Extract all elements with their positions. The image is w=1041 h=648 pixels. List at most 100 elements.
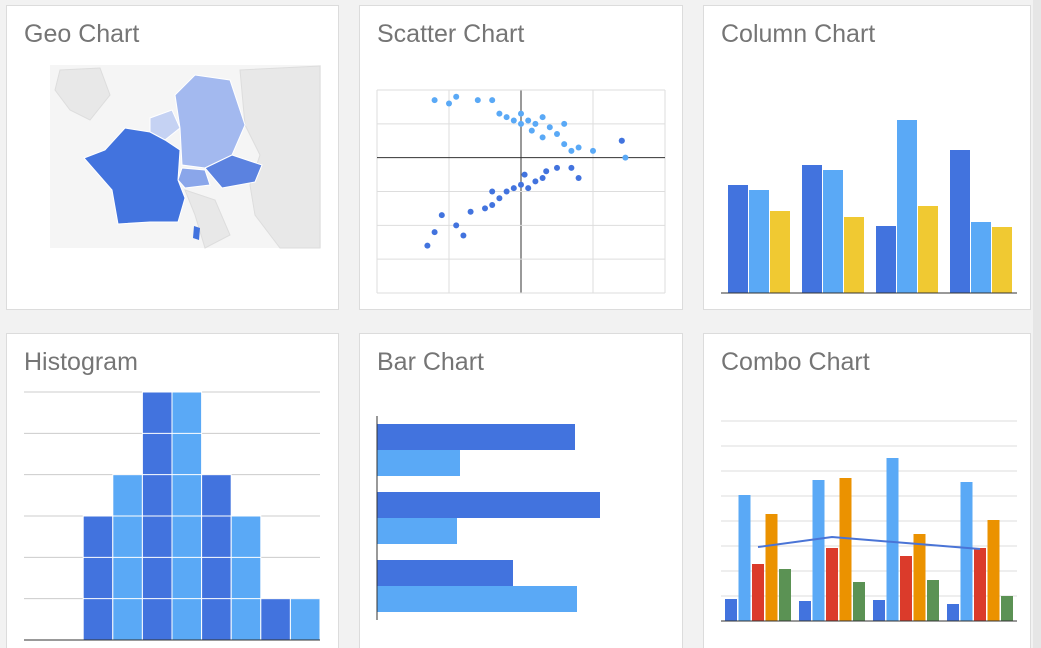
bar — [873, 600, 885, 621]
bar — [799, 601, 811, 621]
bar — [260, 598, 291, 641]
point — [532, 120, 539, 127]
bar — [725, 599, 737, 621]
bar — [230, 515, 262, 641]
point — [474, 97, 481, 104]
bar — [377, 586, 577, 612]
bar — [974, 548, 986, 621]
point — [539, 174, 546, 181]
point — [510, 185, 517, 192]
point — [554, 164, 560, 171]
bar — [377, 492, 600, 518]
point — [518, 181, 524, 188]
bar — [377, 424, 575, 450]
point — [525, 185, 532, 192]
point — [496, 110, 503, 117]
bar — [770, 211, 790, 293]
point — [561, 120, 568, 127]
point — [561, 141, 568, 148]
bar — [812, 480, 825, 621]
point — [539, 114, 546, 121]
point — [568, 164, 575, 171]
bar — [987, 520, 1000, 621]
point — [518, 110, 524, 117]
bar — [765, 514, 778, 621]
region — [83, 127, 186, 225]
bar — [971, 222, 991, 293]
point — [453, 222, 460, 229]
point — [496, 195, 503, 202]
point — [489, 97, 496, 104]
bar — [900, 556, 912, 621]
bar — [960, 482, 973, 621]
bar — [897, 120, 917, 293]
bar — [779, 569, 791, 621]
geo-map — [50, 65, 321, 249]
point — [503, 114, 510, 121]
bar — [913, 534, 926, 621]
point — [525, 117, 532, 124]
bar — [918, 206, 938, 293]
point — [431, 97, 438, 104]
card-title: Geo Chart — [24, 20, 139, 48]
point — [446, 100, 452, 107]
point — [521, 171, 528, 178]
bar — [844, 217, 864, 293]
land — [184, 189, 231, 249]
card-title: Histogram — [24, 348, 138, 376]
bar — [738, 495, 751, 621]
bar — [826, 548, 838, 621]
point — [489, 188, 496, 195]
point — [431, 229, 438, 236]
point — [546, 124, 553, 131]
point — [528, 127, 535, 134]
region — [149, 109, 181, 141]
point — [590, 147, 596, 154]
point — [482, 205, 488, 212]
point — [518, 120, 524, 127]
card-title: Column Chart — [721, 20, 875, 48]
point — [489, 202, 496, 209]
point — [543, 168, 550, 175]
bar — [950, 150, 970, 293]
point — [568, 147, 575, 154]
point — [467, 208, 474, 215]
bar — [839, 478, 852, 621]
point — [503, 188, 510, 195]
card-title: Bar Chart — [377, 348, 484, 376]
bar — [82, 515, 114, 641]
point — [438, 212, 445, 219]
bar — [992, 227, 1012, 293]
bar — [927, 580, 939, 621]
bar — [876, 226, 896, 293]
point — [460, 232, 467, 239]
scrollbar — [1033, 0, 1041, 648]
bar — [823, 170, 843, 293]
bar — [886, 458, 899, 621]
point — [539, 134, 546, 141]
line — [757, 535, 981, 550]
bar — [289, 598, 321, 641]
bar — [377, 450, 460, 476]
bar — [377, 560, 513, 586]
land — [54, 67, 111, 121]
bar — [728, 185, 748, 293]
bar — [1001, 596, 1013, 621]
point — [575, 144, 582, 151]
region — [204, 154, 263, 189]
bar — [947, 604, 959, 621]
card-title: Scatter Chart — [377, 20, 524, 48]
point — [618, 137, 625, 144]
point — [424, 242, 431, 249]
bar — [802, 165, 822, 293]
point — [554, 130, 560, 137]
bar — [377, 518, 457, 544]
point — [453, 93, 460, 100]
point — [575, 174, 582, 181]
region — [193, 226, 200, 240]
region — [177, 167, 211, 189]
card-title: Combo Chart — [721, 348, 870, 376]
bar — [853, 582, 865, 621]
